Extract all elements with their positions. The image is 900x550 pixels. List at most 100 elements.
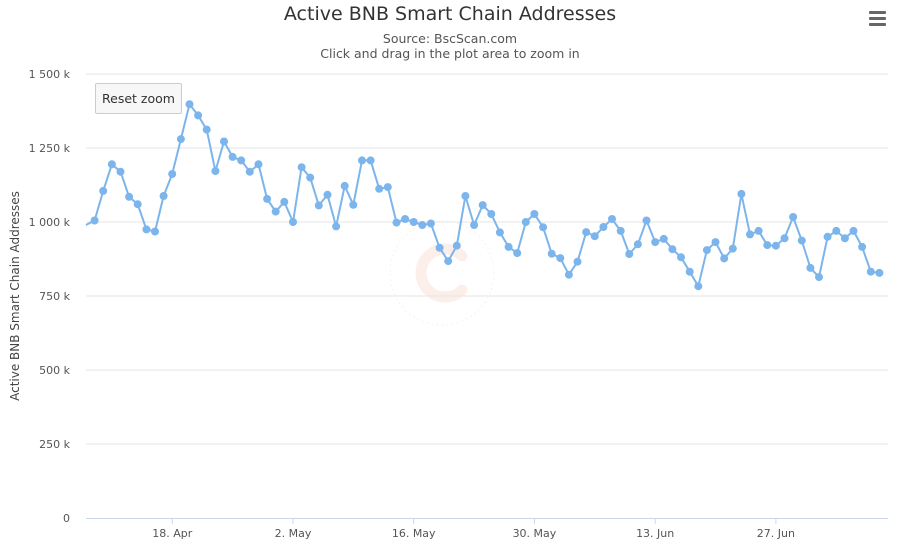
- data-point[interactable]: [573, 257, 582, 266]
- data-point[interactable]: [625, 250, 634, 258]
- data-point[interactable]: [694, 282, 703, 291]
- data-point[interactable]: [220, 137, 228, 146]
- data-point[interactable]: [202, 125, 211, 134]
- data-point[interactable]: [504, 242, 513, 251]
- data-point[interactable]: [875, 268, 884, 277]
- chart-menu-button[interactable]: [862, 8, 892, 30]
- data-point[interactable]: [840, 234, 849, 243]
- data-point[interactable]: [849, 226, 858, 235]
- data-point[interactable]: [194, 111, 203, 120]
- data-point[interactable]: [771, 241, 780, 250]
- data-point[interactable]: [271, 207, 280, 216]
- data-point[interactable]: [582, 228, 591, 237]
- data-point[interactable]: [797, 236, 806, 245]
- data-point[interactable]: [564, 270, 573, 279]
- data-point[interactable]: [556, 254, 565, 263]
- data-point[interactable]: [521, 218, 530, 226]
- data-point[interactable]: [366, 156, 375, 165]
- data-point[interactable]: [375, 184, 384, 193]
- data-point[interactable]: [858, 242, 867, 251]
- data-point[interactable]: [746, 230, 754, 239]
- data-point[interactable]: [478, 201, 487, 210]
- data-point[interactable]: [159, 192, 168, 200]
- data-point[interactable]: [823, 232, 832, 241]
- reset-zoom-button[interactable]: Reset zoom: [95, 83, 182, 114]
- data-point[interactable]: [280, 197, 289, 206]
- data-point[interactable]: [176, 135, 185, 144]
- data-point[interactable]: [297, 163, 306, 172]
- data-point[interactable]: [349, 200, 358, 209]
- data-point[interactable]: [358, 156, 366, 165]
- data-point[interactable]: [470, 221, 479, 229]
- data-point[interactable]: [461, 192, 470, 200]
- data-point[interactable]: [185, 100, 194, 109]
- data-point[interactable]: [306, 173, 315, 182]
- data-point[interactable]: [254, 160, 263, 169]
- data-point[interactable]: [340, 181, 349, 190]
- data-point[interactable]: [513, 249, 522, 258]
- data-point[interactable]: [806, 263, 815, 272]
- data-point[interactable]: [168, 170, 177, 178]
- data-point[interactable]: [409, 218, 418, 226]
- data-point[interactable]: [599, 223, 608, 231]
- y-tick-label: 1 500 k: [29, 68, 71, 81]
- data-point[interactable]: [608, 215, 616, 223]
- x-tick-label: 13. Jun: [636, 527, 674, 540]
- data-point[interactable]: [763, 241, 772, 250]
- data-point[interactable]: [668, 245, 677, 254]
- data-point[interactable]: [444, 257, 453, 266]
- data-point[interactable]: [426, 219, 435, 228]
- data-point[interactable]: [383, 183, 392, 192]
- data-point[interactable]: [659, 234, 668, 243]
- data-point[interactable]: [720, 254, 729, 263]
- data-point[interactable]: [418, 221, 427, 229]
- data-point[interactable]: [116, 167, 125, 176]
- data-point[interactable]: [107, 160, 116, 169]
- data-point[interactable]: [590, 232, 599, 241]
- data-point[interactable]: [633, 240, 642, 249]
- coinmarketcap-watermark-icon: [389, 220, 495, 326]
- data-point[interactable]: [530, 210, 539, 218]
- data-point[interactable]: [642, 216, 651, 225]
- data-point[interactable]: [452, 241, 461, 250]
- data-point[interactable]: [539, 223, 548, 232]
- data-point[interactable]: [211, 167, 220, 176]
- data-point[interactable]: [142, 225, 151, 234]
- data-point[interactable]: [435, 243, 444, 252]
- data-point[interactable]: [392, 218, 401, 227]
- data-point[interactable]: [754, 226, 763, 235]
- data-point[interactable]: [711, 238, 720, 247]
- chart-zoom-hint: Click and drag in the plot area to zoom …: [320, 46, 580, 61]
- data-point[interactable]: [737, 189, 746, 198]
- data-point[interactable]: [263, 194, 272, 203]
- data-point[interactable]: [677, 253, 685, 262]
- data-point[interactable]: [323, 190, 332, 199]
- data-point[interactable]: [651, 238, 660, 247]
- data-point[interactable]: [702, 246, 711, 255]
- data-point[interactable]: [401, 215, 410, 223]
- data-point[interactable]: [487, 210, 496, 218]
- data-point[interactable]: [237, 156, 246, 165]
- data-point[interactable]: [314, 201, 323, 210]
- data-point[interactable]: [99, 186, 108, 195]
- data-point[interactable]: [289, 218, 297, 226]
- y-tick-label: 0: [63, 512, 70, 525]
- data-point[interactable]: [789, 213, 798, 221]
- data-point[interactable]: [832, 226, 841, 235]
- data-point[interactable]: [90, 216, 99, 225]
- data-point[interactable]: [780, 234, 789, 243]
- data-point[interactable]: [151, 227, 159, 236]
- data-point[interactable]: [133, 200, 142, 209]
- data-point[interactable]: [728, 244, 737, 253]
- data-point[interactable]: [332, 222, 341, 231]
- data-point[interactable]: [616, 226, 625, 235]
- data-point[interactable]: [866, 267, 875, 276]
- data-point[interactable]: [685, 267, 694, 276]
- data-point[interactable]: [815, 273, 823, 282]
- data-point[interactable]: [228, 152, 237, 161]
- data-point[interactable]: [245, 167, 254, 176]
- data-point[interactable]: [547, 249, 556, 258]
- data-point[interactable]: [495, 228, 504, 237]
- data-point[interactable]: [125, 192, 134, 201]
